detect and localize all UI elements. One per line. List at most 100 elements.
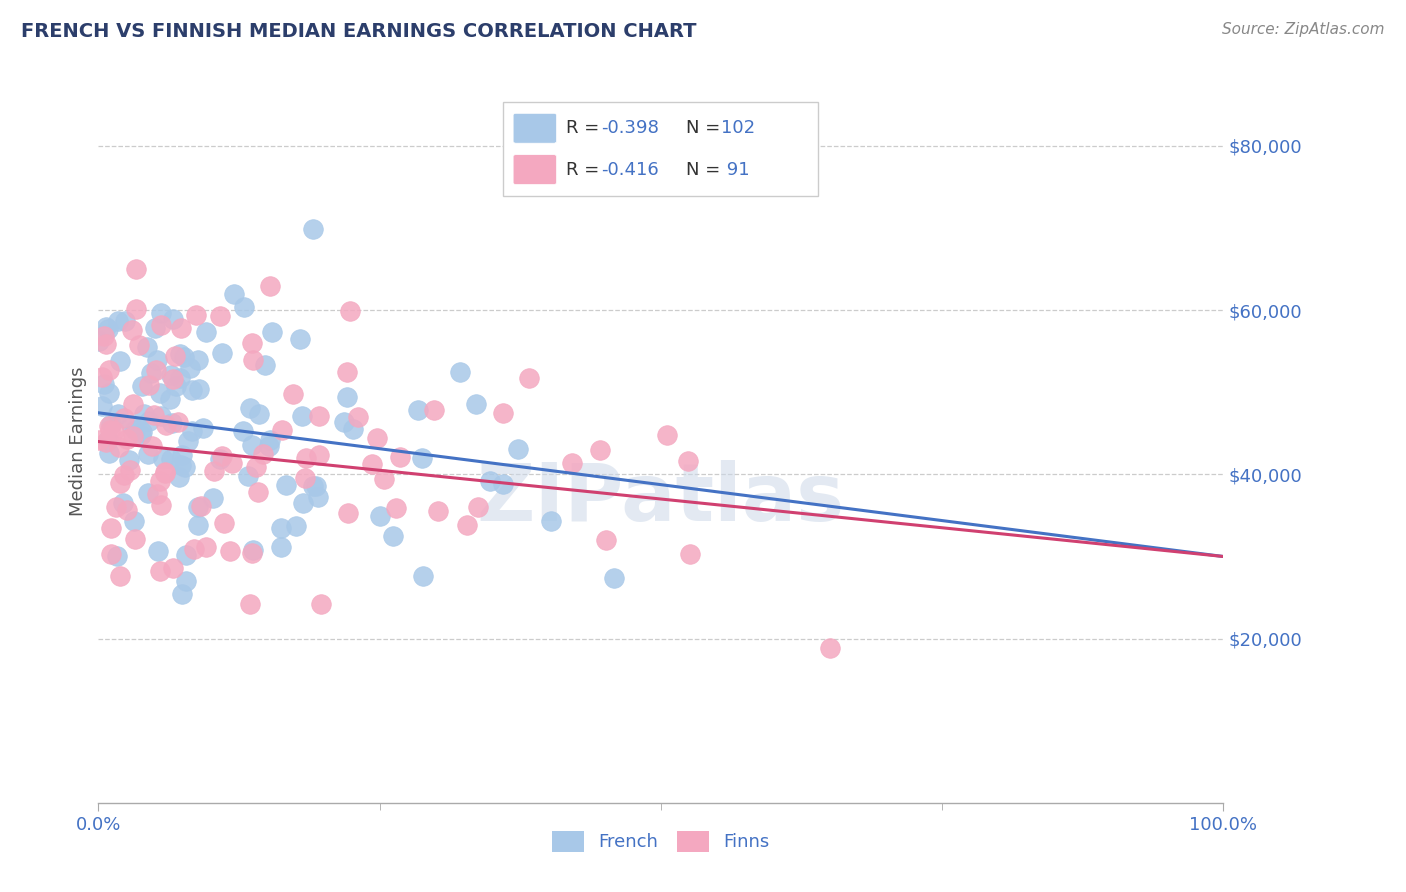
Point <box>153 466 176 480</box>
Point <box>150 498 173 512</box>
Point <box>254 358 277 372</box>
Point <box>339 304 361 318</box>
Point <box>360 457 382 471</box>
Point <box>107 314 129 328</box>
Point <box>240 438 263 452</box>
Point <box>232 300 254 314</box>
Point <box>162 312 184 326</box>
Point <box>678 548 700 562</box>
Point <box>170 448 193 462</box>
Point <box>385 500 408 515</box>
Point <box>247 407 270 421</box>
Point <box>108 354 131 368</box>
Text: -0.398: -0.398 <box>600 120 659 137</box>
Point <box>181 425 204 439</box>
Point <box>128 338 150 352</box>
Point <box>125 302 148 317</box>
Point <box>181 383 204 397</box>
Point <box>236 469 259 483</box>
Point <box>412 568 434 582</box>
Point <box>479 474 502 488</box>
Point <box>247 485 270 500</box>
Point <box>308 409 330 424</box>
Point <box>169 371 191 385</box>
Point <box>162 372 184 386</box>
Point <box>96 434 118 449</box>
Point <box>219 543 242 558</box>
Point <box>291 496 314 510</box>
Point <box>169 347 191 361</box>
Point <box>295 451 318 466</box>
Point <box>242 336 264 351</box>
Point <box>167 469 190 483</box>
Point <box>423 403 446 417</box>
Point <box>245 460 267 475</box>
Point <box>121 428 143 442</box>
Point <box>98 418 121 433</box>
Point <box>155 417 177 432</box>
Point <box>97 433 120 447</box>
Point <box>449 366 471 380</box>
Point <box>153 465 176 479</box>
Y-axis label: Median Earnings: Median Earnings <box>69 367 87 516</box>
Point <box>309 598 332 612</box>
Point <box>305 478 328 492</box>
Point <box>285 519 308 533</box>
Point <box>125 261 148 276</box>
Point <box>270 540 292 554</box>
Point <box>100 521 122 535</box>
Point <box>347 410 370 425</box>
Point <box>333 415 356 429</box>
Point <box>337 506 360 520</box>
Point <box>162 416 184 430</box>
Point <box>120 417 142 432</box>
Point <box>589 442 612 457</box>
Point <box>281 387 304 401</box>
Point <box>135 340 157 354</box>
Point <box>97 322 120 336</box>
Point <box>187 382 209 396</box>
Point <box>336 391 359 405</box>
Point <box>517 371 540 385</box>
Point <box>194 325 217 339</box>
Point <box>159 392 181 406</box>
Point <box>115 432 138 446</box>
Point <box>173 350 195 364</box>
Point <box>146 544 169 558</box>
Point <box>190 499 212 513</box>
Text: R =: R = <box>567 161 606 178</box>
Point <box>150 318 173 333</box>
Point <box>187 517 209 532</box>
Point <box>508 442 530 457</box>
Point <box>426 503 449 517</box>
Point <box>146 353 169 368</box>
Text: Source: ZipAtlas.com: Source: ZipAtlas.com <box>1222 22 1385 37</box>
Text: 91: 91 <box>721 161 749 178</box>
Point <box>183 542 205 557</box>
Point <box>143 408 166 422</box>
Point <box>165 349 187 363</box>
Point <box>131 425 153 439</box>
Point <box>212 516 235 531</box>
Point <box>291 409 314 423</box>
Point <box>138 378 160 392</box>
Point <box>149 474 172 488</box>
Point <box>118 453 141 467</box>
Point <box>368 508 391 523</box>
Point <box>177 434 200 448</box>
Point <box>159 368 181 382</box>
Point <box>492 476 515 491</box>
Point <box>818 641 841 656</box>
Point <box>122 514 145 528</box>
Point <box>467 500 489 514</box>
Point <box>173 460 195 475</box>
Point <box>195 540 218 554</box>
Point <box>252 447 274 461</box>
Point <box>211 345 233 359</box>
Legend: French, Finns: French, Finns <box>544 823 778 859</box>
Point <box>373 472 395 486</box>
Point <box>382 529 405 543</box>
Text: ZIPatlas: ZIPatlas <box>477 460 845 539</box>
Point <box>302 478 325 492</box>
Point <box>655 428 678 442</box>
